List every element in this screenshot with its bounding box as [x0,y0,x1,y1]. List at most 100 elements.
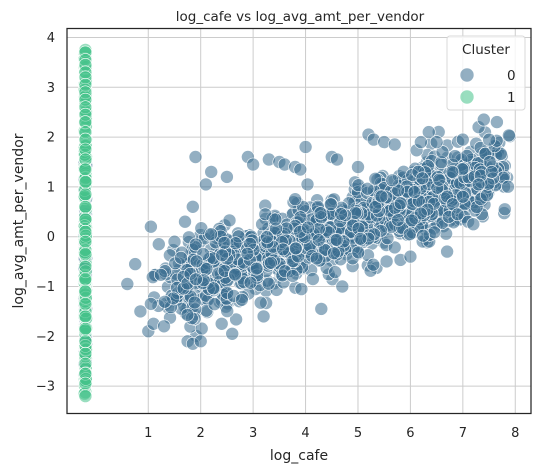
data-point [220,170,234,184]
data-point [301,220,315,235]
data-point [427,225,442,240]
data-point [246,157,260,172]
data-point [235,292,249,307]
data-point [421,125,436,139]
data-point [178,214,192,229]
data-point [480,188,494,202]
x-tick-labels: 1 2 3 4 5 6 7 8 [144,426,519,441]
y-tick-label: 3 [47,81,55,96]
data-point [471,177,486,192]
y-tick-label: 1 [47,180,55,195]
data-point [407,185,422,199]
data-point [174,250,188,265]
data-point [466,217,481,231]
data-point [261,276,276,291]
data-point [214,316,229,331]
data-point [455,190,470,204]
data-point [445,165,460,179]
data-point [189,237,203,252]
data-point [193,334,208,349]
data-point [334,207,348,221]
data-point [78,212,93,227]
data-point [403,249,418,264]
data-point [253,295,268,310]
data-point [374,189,389,204]
data-point [157,294,172,309]
y-tick-label: 2 [47,131,55,146]
data-point [448,149,462,163]
data-point [293,162,308,177]
data-point [482,132,496,147]
data-point [78,309,93,324]
data-point [144,219,158,234]
data-point [285,269,300,283]
data-point [243,275,258,290]
data-point [78,175,93,189]
data-point [78,187,93,202]
data-point [188,150,203,164]
data-point [360,182,375,196]
y-tick-label: 4 [47,31,55,46]
data-point [128,257,142,271]
x-tick-label: 5 [354,426,362,441]
data-point [330,152,344,167]
data-point [300,177,315,192]
chart-title: log_cafe vs log_avg_amt_per_vendor [176,9,425,25]
data-point [206,281,221,296]
data-point [298,140,313,154]
data-point [335,279,350,294]
data-point [368,172,383,186]
x-tick-label: 8 [511,426,519,441]
data-point [327,246,341,261]
data-point [460,149,474,163]
y-tick-label: −2 [36,330,55,345]
y-axis-label: log_avg_amt_per_vendor [11,133,27,308]
x-tick-label: 2 [197,426,205,441]
data-point [329,233,344,247]
data-point [414,135,428,149]
data-point [391,213,405,227]
data-point [154,267,168,282]
data-point [215,248,229,263]
y-tick-label: −1 [36,280,55,295]
plot-frame [66,27,532,415]
data-point [387,137,402,152]
data-point [189,254,204,269]
data-point [187,295,202,310]
data-point [323,197,338,211]
data-point [256,309,271,324]
points-cluster-0 [77,112,517,383]
data-point [207,297,222,311]
data-point [268,212,283,227]
data-point [194,221,209,235]
data-point [78,234,93,249]
data-point [220,304,234,318]
legend-label-1: 1 [507,90,516,106]
points-cluster-1 [77,43,93,403]
legend-marker-0 [459,67,475,83]
data-point [78,389,93,403]
data-point [294,282,309,296]
x-tick-label: 6 [406,426,414,441]
data-point [328,265,342,279]
data-point [217,236,232,250]
data-point [351,160,365,174]
data-point [225,326,239,341]
legend-title: Cluster [462,42,510,58]
data-point [260,230,274,244]
y-tick-label: −3 [36,380,55,395]
data-point [490,115,504,129]
data-point [368,200,383,214]
data-point [189,272,203,287]
data-point [476,112,491,127]
data-point [78,376,93,391]
data-point [450,207,465,222]
legend-label-0: 0 [507,68,516,84]
data-point [404,213,419,228]
data-point [435,145,450,159]
data-point [78,272,93,286]
data-point [379,254,394,269]
data-point [413,206,428,221]
data-point [78,247,93,261]
